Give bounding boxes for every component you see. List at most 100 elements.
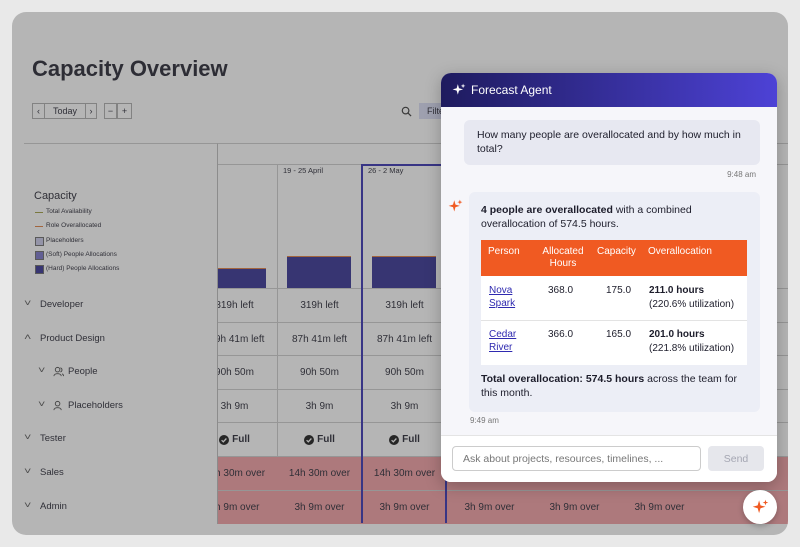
cell-text: 14h 30m over [203, 468, 266, 479]
capacity-cell: 319h left [277, 289, 362, 322]
row-line [24, 489, 788, 491]
panel-header: Forecast Agent [441, 73, 777, 107]
cell-text: 14h 30m over [373, 468, 436, 479]
column-header: Overallocation [648, 246, 712, 257]
total-text: Total overallocation: 574.5 hours across… [481, 372, 751, 400]
row-line [24, 288, 788, 289]
message-time: 9:48 am [727, 170, 756, 179]
person-icon [53, 400, 62, 411]
answer-text: 4 people are overallocated with a combin… [481, 203, 741, 231]
app-frame: Capacity Overview ‹ Today › − + Filter 1… [12, 12, 788, 535]
cell-text: 14h 30m over [288, 468, 351, 479]
cell-text: 3h 9m over [379, 501, 430, 513]
check-icon [219, 434, 230, 445]
cell-text: 90h 50m [385, 367, 424, 379]
week-label: 26 - 2 May [368, 166, 404, 175]
capacity-cell: 87h 41m left [277, 323, 362, 356]
capacity-cell: Full [277, 423, 362, 456]
row-label[interactable]: People [68, 366, 98, 378]
table-header [481, 240, 747, 276]
zoom-out-button[interactable]: − [104, 103, 117, 119]
legend-label: (Soft) People Allocations [46, 250, 117, 258]
column-header: Allocated Hours [542, 246, 584, 269]
cell-text: 3h 9m over [464, 501, 515, 513]
agent-avatar [448, 199, 463, 212]
sparkle-icon [752, 499, 768, 513]
overallocation-hours: 211.0 hours [649, 285, 705, 296]
week-label: 19 - 25 April [283, 166, 324, 175]
expand-toggle: ˅ [23, 298, 32, 308]
next-button[interactable]: › [85, 103, 97, 119]
send-button[interactable]: Send [708, 446, 764, 471]
capacity-bar [287, 256, 351, 288]
row-label[interactable]: Placeholders [68, 399, 123, 411]
cell-text: Full [317, 434, 335, 446]
capacity-cell: 87h 41m left [362, 323, 447, 356]
capacity-cell: Full [362, 423, 447, 456]
cell-text: 3h 9m over [209, 501, 260, 513]
forecast-agent-panel: Forecast Agent How many people are overa… [441, 73, 777, 482]
zoom-in-button[interactable]: + [117, 103, 132, 119]
chat-input[interactable]: Ask about projects, resources, timelines… [452, 446, 701, 471]
expand-toggle: ˅ [23, 432, 32, 443]
row-label[interactable]: Developer [40, 299, 84, 310]
search-button[interactable] [399, 103, 414, 119]
row-label[interactable]: Sales [40, 467, 64, 478]
search-icon [401, 106, 412, 117]
capacity-cell: 90h 50m [277, 356, 362, 389]
capacity-cell: Full [192, 423, 277, 456]
cell-text: 87h 41m left [291, 333, 348, 345]
expand-toggle: ˅ [23, 466, 32, 476]
capacity-cell: 3h 9m over [532, 491, 617, 524]
capacity-cell: 3h 9m over [277, 491, 362, 524]
cell-text: 3h 9m [305, 400, 334, 412]
overallocation-table: Person Allocated Hours Capacity Overallocat… [481, 240, 747, 365]
legend-swatch [35, 212, 43, 213]
agent-launcher[interactable] [743, 490, 777, 524]
row-line [24, 523, 788, 525]
capacity-cell: 14h 30m over [362, 457, 447, 490]
sparkle-icon [452, 83, 466, 95]
legend-label: (Hard) People Allocations [46, 265, 120, 273]
person-link[interactable]: Nova Spark [489, 285, 516, 309]
overallocation-hours: 201.0 hours [649, 329, 705, 340]
row-label[interactable]: Tester [40, 433, 66, 445]
legend-label: Total Availability [46, 208, 92, 215]
cell-text: 319h left [215, 300, 254, 311]
cell-text: Full [232, 434, 250, 446]
cell-text: 319h left [300, 300, 339, 311]
row-label[interactable]: Admin [40, 500, 67, 512]
legend-swatch [35, 250, 44, 260]
legend-label: Placeholders [46, 236, 84, 244]
row-line [24, 355, 788, 357]
column-header: Person [488, 246, 520, 257]
cell-text: Full [402, 434, 420, 446]
column-line [277, 164, 278, 523]
person-link[interactable]: Cedar River [489, 329, 517, 353]
legend-swatch [35, 265, 44, 275]
capacity-cell: 3h 9m [192, 390, 277, 423]
capacity-bar [372, 256, 436, 288]
capacity-cell: 14h 30m over [192, 457, 277, 490]
cell-text: 90h 50m [300, 367, 339, 379]
capacity-cell: 3h 9m over [362, 491, 447, 524]
cell-text: 87h 41m left [376, 333, 433, 345]
row-label[interactable]: Product Design [40, 332, 105, 344]
legend-title: Capacity [34, 190, 77, 202]
table-value: 175.0 [606, 285, 632, 296]
row-line [24, 422, 788, 424]
expand-toggle: ˅ [37, 398, 46, 409]
check-icon [304, 434, 315, 445]
cell-text: 90h 50m [215, 367, 254, 379]
capacity-cell: 3h 9m over [617, 491, 702, 524]
capacity-cell: 90h 50m [192, 356, 277, 389]
table-value: 366.0 [548, 329, 574, 340]
cell-text: 3h 9m [220, 400, 249, 412]
utilization: (220.6% utilization) [649, 299, 735, 310]
capacity-cell: 3h 9m over [192, 491, 277, 524]
answer-lead: 4 people are overallocated [481, 204, 613, 216]
capacity-cell: 319h left [362, 289, 447, 322]
capacity-cell: 14h 30m over [277, 457, 362, 490]
cell-text: 3h 9m over [549, 501, 600, 513]
